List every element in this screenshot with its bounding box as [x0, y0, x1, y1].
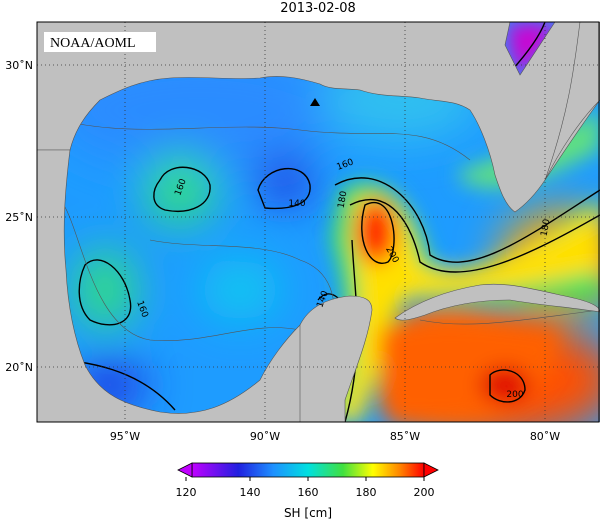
colorbar-tick-label: 140 [240, 486, 261, 499]
marker [310, 98, 320, 106]
cuba [394, 283, 600, 321]
contour-label: 140 [288, 199, 305, 209]
colorbar-ticks: 120 140 160 180 200 [176, 477, 435, 499]
lon-labels: 95˚W 90˚W 85˚W 80˚W [110, 430, 560, 443]
colorbar-tick-label: 180 [356, 486, 377, 499]
colorbar-label: SH [cm] [284, 506, 332, 520]
colorbar [177, 462, 439, 478]
map-area [37, 22, 600, 422]
lon-label: 95˚W [110, 430, 140, 443]
credit: NOAA/AOML [50, 36, 136, 51]
credit-box [44, 32, 156, 52]
lat-label: 30˚N [5, 59, 33, 72]
contour-label: 180 [540, 218, 553, 237]
colorbar-tick-label: 160 [298, 486, 319, 499]
us-gulf-coast [37, 22, 600, 213]
contour-label: 180 [337, 190, 350, 209]
lon-label: 90˚W [250, 430, 280, 443]
lon-label: 85˚W [390, 430, 420, 443]
contour-label: 200 [506, 390, 523, 400]
colorbar-tick-label: 120 [176, 486, 197, 499]
lat-labels: 30˚N 25˚N 20˚N [5, 59, 33, 374]
grid [37, 22, 600, 422]
lat-label: 25˚N [5, 211, 33, 224]
map-frame [36, 21, 600, 423]
colorbar-tick-label: 200 [414, 486, 435, 499]
yucatan [299, 295, 373, 422]
lat-label: 20˚N [5, 361, 33, 374]
map-title: 2013-02-08 [280, 1, 356, 16]
lon-label: 80˚W [530, 430, 560, 443]
